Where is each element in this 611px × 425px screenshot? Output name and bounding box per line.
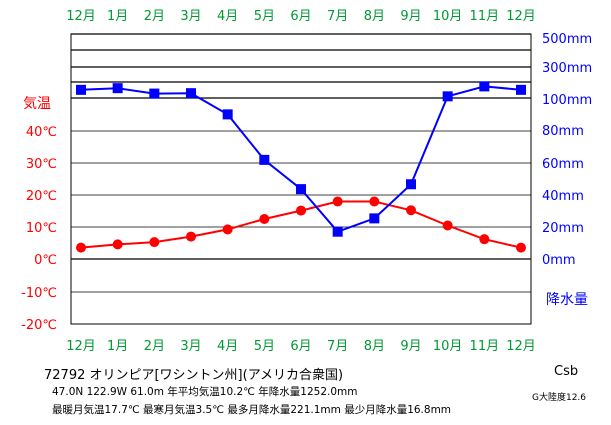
temperature-point-4: [222, 224, 233, 235]
month-label-bottom-10: 10月: [433, 339, 463, 354]
precipitation-point-6: [296, 184, 306, 195]
station-stats-line2: 最暖月気温17.7℃ 最寒月気温3.5℃ 最多月降水量221.1mm 最少月降水…: [52, 404, 452, 416]
right-tick-4: 60mm: [542, 157, 584, 172]
right-tick-3: 80mm: [542, 124, 584, 139]
month-label-top-7: 7月: [327, 9, 348, 24]
month-label-bottom-2: 2月: [144, 339, 165, 354]
month-label-top-11: 11月: [470, 9, 500, 24]
left-tick-2: 20℃: [26, 189, 57, 204]
station-title: 72792 オリンピア[ワシントン州](アメリカ合衆国): [44, 368, 344, 383]
temperature-point-3: [186, 231, 196, 242]
precipitation-point-12: [516, 84, 526, 95]
right-tick-7: 0mm: [542, 253, 576, 268]
left-tick-4: 0℃: [34, 253, 57, 268]
right-tick-6: 20mm: [542, 221, 584, 236]
precipitation-point-1: [112, 83, 123, 94]
month-label-top-10: 10月: [433, 9, 463, 24]
left-tick-0: 40℃: [26, 125, 57, 140]
temperature-point-2: [149, 237, 160, 248]
month-label-top-5: 5月: [254, 9, 275, 24]
precipitation-point-4: [222, 109, 233, 120]
precipitation-point-3: [186, 88, 196, 99]
temperature-point-11: [479, 234, 490, 245]
month-label-bottom-12: 12月: [506, 339, 536, 354]
month-label-bottom-5: 5月: [254, 339, 275, 354]
temperature-point-1: [112, 239, 123, 250]
precipitation-point-7: [332, 226, 343, 237]
climate-classification: Csb: [554, 364, 579, 379]
month-label-top-6: 6月: [290, 9, 311, 24]
temperature-point-0: [76, 242, 86, 253]
month-label-bottom-11: 11月: [470, 339, 500, 354]
precipitation-point-8: [369, 213, 380, 224]
right-axis-label: 降水量: [546, 292, 588, 308]
left-tick-5: -10℃: [21, 286, 57, 301]
month-label-bottom-9: 9月: [400, 339, 421, 354]
continentality-index: G大陸度12.6: [532, 393, 587, 403]
right-tick-0: 500mm: [542, 32, 592, 47]
month-label-bottom-6: 6月: [290, 339, 311, 354]
precipitation-point-10: [442, 91, 453, 102]
plot-frame: [70, 33, 532, 325]
precipitation-point-2: [149, 88, 160, 99]
month-label-bottom-1: 1月: [107, 339, 128, 354]
station-stats-line1: 47.0N 122.9W 61.0m 年平均気温10.2℃ 年降水量1252.0…: [52, 386, 358, 398]
precipitation-point-9: [406, 179, 416, 190]
right-tick-5: 40mm: [542, 189, 584, 204]
temperature-point-12: [516, 242, 526, 253]
temperature-point-8: [369, 196, 380, 207]
right-tick-1: 300mm: [542, 61, 592, 76]
left-tick-6: -20℃: [21, 318, 57, 333]
month-label-bottom-7: 7月: [327, 339, 348, 354]
precipitation-point-5: [259, 154, 270, 165]
right-tick-2: 100mm: [542, 93, 592, 108]
temperature-point-10: [442, 220, 453, 231]
month-label-bottom-8: 8月: [364, 339, 385, 354]
month-label-top-8: 8月: [364, 9, 385, 24]
month-label-top-3: 3月: [180, 9, 201, 24]
temperature-point-7: [332, 196, 343, 207]
month-label-top-2: 2月: [144, 9, 165, 24]
temperature-point-5: [259, 214, 270, 225]
month-label-top-4: 4月: [217, 9, 238, 24]
left-tick-3: 10℃: [26, 221, 57, 236]
temperature-point-9: [406, 205, 416, 216]
month-label-top-0: 12月: [66, 9, 96, 24]
month-label-top-12: 12月: [506, 9, 536, 24]
month-label-bottom-4: 4月: [217, 339, 238, 354]
left-tick-1: 30℃: [26, 157, 57, 172]
precipitation-point-0: [76, 84, 86, 95]
precipitation-point-11: [479, 81, 490, 92]
temperature-point-6: [296, 205, 306, 216]
month-label-top-9: 9月: [400, 9, 421, 24]
month-label-top-1: 1月: [107, 9, 128, 24]
month-label-bottom-3: 3月: [180, 339, 201, 354]
month-label-bottom-0: 12月: [66, 339, 96, 354]
left-axis-label: 気温: [23, 96, 51, 112]
